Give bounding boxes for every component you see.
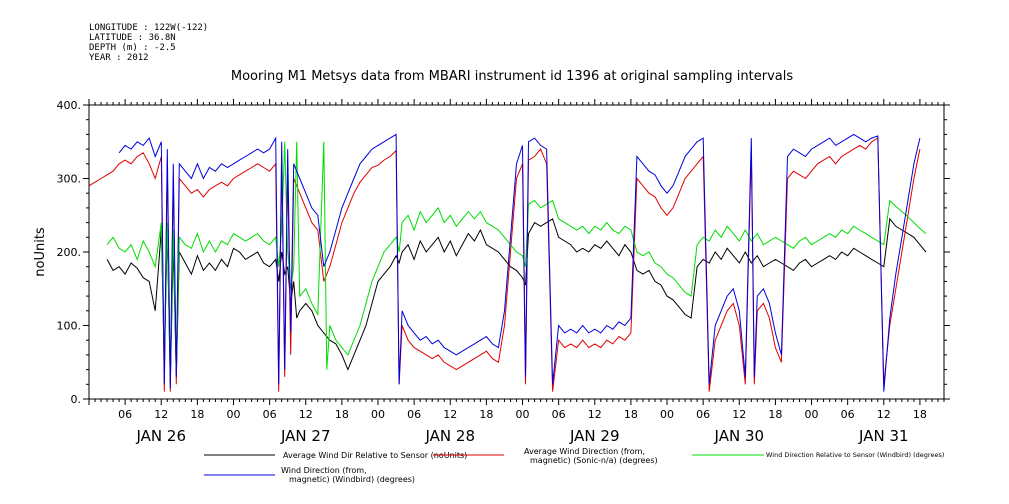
x-hour-label: 12 [732,408,746,421]
x-hour-label: 00 [227,408,241,421]
series-layer [88,133,927,392]
x-hour-label: 00 [660,408,674,421]
series-line-3 [106,141,927,377]
legend: Average Wind Dir Relative to Sensor (noU… [204,447,944,484]
x-hour-label: 12 [443,408,457,421]
x-day-label: JAN 26 [136,427,187,445]
x-day-label: JAN 27 [280,427,331,445]
legend-label-black: Average Wind Dir Relative to Sensor (noU… [283,451,467,460]
x-hour-label: 18 [335,408,349,421]
y-tick-label: 400. [57,99,82,112]
x-day-label: JAN 28 [425,427,476,445]
x-day-label: JAN 29 [569,427,620,445]
x-hour-label: 12 [299,408,313,421]
y-tick-label: 0. [71,393,82,406]
x-hour-label: 18 [913,408,927,421]
year-label: YEAR : 2012 [89,53,149,63]
axis-layer: 0. 100. 200. 300. 400. 06 12 18 00 06 12 18 00 06 12 18… [57,99,950,445]
series-line-1 [106,217,927,385]
x-hour-label: 18 [190,408,204,421]
y-tick-label: 100. [57,320,82,333]
series-line-4 [118,133,921,392]
legend-label-blue-1: Wind Direction (from, [281,466,367,475]
y-tick-label: 300. [57,173,82,186]
x-day-label: JAN 31 [858,427,909,445]
x-hour-label: 18 [624,408,638,421]
x-hour-label: 00 [805,408,819,421]
x-hour-label: 06 [407,408,421,421]
series-line-2 [88,137,921,392]
x-hour-label: 18 [768,408,782,421]
legend-label-blue-2: magnetic) (Windbird) (degrees) [289,475,415,484]
x-hour-label: 06 [696,408,710,421]
x-hour-label: 12 [154,408,168,421]
latitude-label: LATITUDE : 36.8N [89,33,176,43]
legend-label-red-1: Average Wind Direction (from, [524,447,645,456]
chart-title: Mooring M1 Metsys data from MBARI instru… [231,69,793,84]
x-hour-label: 12 [588,408,602,421]
longitude-label: LONGITUDE : 122W(-122) [89,23,208,33]
x-hour-label: 06 [263,408,277,421]
y-tick-label: 200. [57,246,82,259]
y-axis-label: noUnits [33,227,48,277]
x-hour-label: 18 [479,408,493,421]
x-hour-label: 12 [877,408,891,421]
x-hour-label: 06 [552,408,566,421]
legend-label-red-2: magnetic) (Sonic-n/a) (degrees) [530,456,658,465]
x-hour-label: 06 [118,408,132,421]
x-hour-label: 00 [516,408,530,421]
legend-label-green: Wind Direction Relative to Sensor (Windb… [766,451,944,459]
x-hour-label: 00 [371,408,385,421]
depth-label: DEPTH (m) : -2.5 [89,43,176,53]
x-hour-label: 06 [841,408,855,421]
x-day-label: JAN 30 [714,427,765,445]
